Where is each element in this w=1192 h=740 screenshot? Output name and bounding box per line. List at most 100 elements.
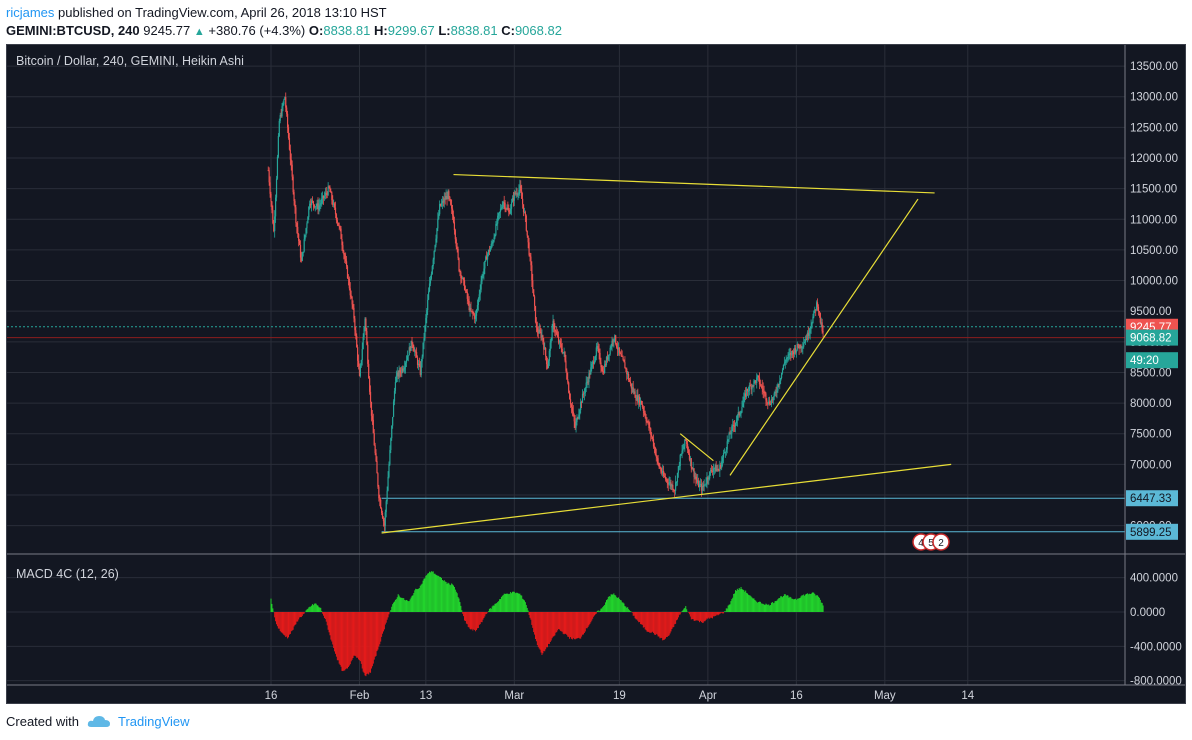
candle-body — [706, 477, 708, 484]
candle-body — [386, 490, 388, 502]
candle-body — [280, 115, 282, 117]
candle-body — [554, 329, 556, 332]
candle-body — [437, 218, 439, 229]
candle-body — [318, 205, 320, 210]
candle-body — [677, 466, 679, 473]
candle-body — [764, 392, 766, 394]
candle-body — [782, 364, 785, 370]
candle-body — [488, 250, 491, 252]
candle-body — [340, 228, 342, 240]
candle-body — [404, 367, 406, 370]
x-tick-label: 16 — [265, 690, 278, 702]
candle-body — [341, 239, 343, 246]
candle-body — [690, 458, 692, 468]
candle-body — [814, 309, 816, 311]
candle-body — [605, 357, 608, 366]
candle-body — [417, 363, 420, 365]
candle-body — [670, 482, 672, 487]
close-value: 9068.82 — [514, 23, 562, 38]
candle-body — [321, 198, 323, 204]
candle-body — [639, 396, 641, 405]
candle-body — [338, 225, 340, 227]
candle-body — [381, 512, 384, 519]
candle-body — [322, 195, 325, 199]
candle-body — [499, 208, 502, 212]
trendlines-layer[interactable] — [381, 173, 952, 534]
candle-body — [738, 412, 740, 416]
author-link[interactable]: ricjames — [6, 5, 55, 20]
macd-y-tick-label: 0.0000 — [1130, 607, 1165, 619]
candle-body — [350, 295, 352, 297]
candle-body — [364, 318, 366, 328]
candle-body — [473, 313, 475, 315]
candle-body — [380, 499, 382, 509]
candle-body — [356, 335, 358, 348]
candle-body — [803, 343, 805, 347]
candle-body — [744, 393, 746, 397]
candle-body — [739, 413, 741, 416]
candle-body — [801, 347, 803, 349]
candle-body — [302, 251, 304, 253]
candle-body — [498, 211, 501, 214]
candle-body — [638, 396, 640, 403]
candle-body — [329, 187, 331, 193]
price-level-lines — [7, 326, 1125, 533]
candle-body — [697, 480, 699, 483]
candle-body — [375, 453, 377, 462]
candle-body — [570, 404, 573, 408]
candle-body — [660, 468, 662, 472]
chart-frame[interactable]: 16 Feb 13 Mar 19 Apr 16 May 14 13500.00 13000.00 12… — [6, 44, 1186, 704]
candle-body — [750, 385, 752, 390]
candle-body — [444, 198, 446, 200]
candle-body — [732, 424, 734, 427]
y-tick-label: 13000.00 — [1130, 92, 1178, 104]
candle-body — [804, 341, 806, 344]
candle-body — [308, 206, 310, 218]
candle-body — [747, 391, 750, 392]
candle-body — [633, 391, 635, 393]
candle-body — [696, 479, 698, 483]
candle-body — [387, 476, 389, 491]
candle-body — [783, 363, 785, 365]
candle-body — [683, 446, 685, 450]
candle-body — [796, 344, 798, 350]
candle-body — [710, 470, 713, 472]
candle-body — [560, 343, 562, 349]
tradingview-link[interactable]: TradingView — [118, 714, 190, 729]
candle-body — [460, 272, 462, 279]
candle-body — [454, 230, 456, 240]
y-tick-label: 11000.00 — [1130, 214, 1177, 226]
candle-body — [337, 222, 339, 226]
candle-body — [333, 203, 335, 205]
candle-body — [392, 416, 394, 426]
candle-body — [429, 278, 432, 284]
candle-body — [555, 331, 557, 333]
candle-body — [806, 332, 809, 340]
candle-body — [493, 237, 495, 242]
candle-body — [327, 186, 329, 195]
candle-body — [715, 465, 717, 472]
candle-body — [404, 362, 407, 368]
candle-body — [345, 258, 347, 262]
candle-body — [439, 204, 442, 206]
candle-body — [777, 384, 779, 391]
candle-body — [665, 479, 667, 480]
candle-body — [450, 199, 452, 205]
ohlc-readout: GEMINI:BTCUSD, 240 9245.77 ▲ +380.76 (+4… — [6, 23, 562, 38]
candle-body — [425, 317, 427, 327]
candle-body — [513, 192, 515, 201]
candle-body — [678, 466, 680, 467]
candle-body — [304, 234, 306, 240]
candle-body — [579, 410, 581, 415]
candle-body — [614, 335, 616, 339]
candle-body — [406, 356, 409, 361]
candle-body — [521, 191, 523, 199]
candle-body — [288, 137, 291, 150]
candle-body — [361, 349, 363, 361]
candle-body — [496, 223, 498, 225]
candle-body — [684, 439, 686, 447]
candle-body — [766, 400, 768, 403]
macd-y-tick-label: 400.0000 — [1130, 573, 1178, 585]
candle-body — [616, 347, 619, 350]
chart-svg[interactable]: 16 Feb 13 Mar 19 Apr 16 May 14 13500.00 13000.00 12… — [7, 45, 1185, 703]
